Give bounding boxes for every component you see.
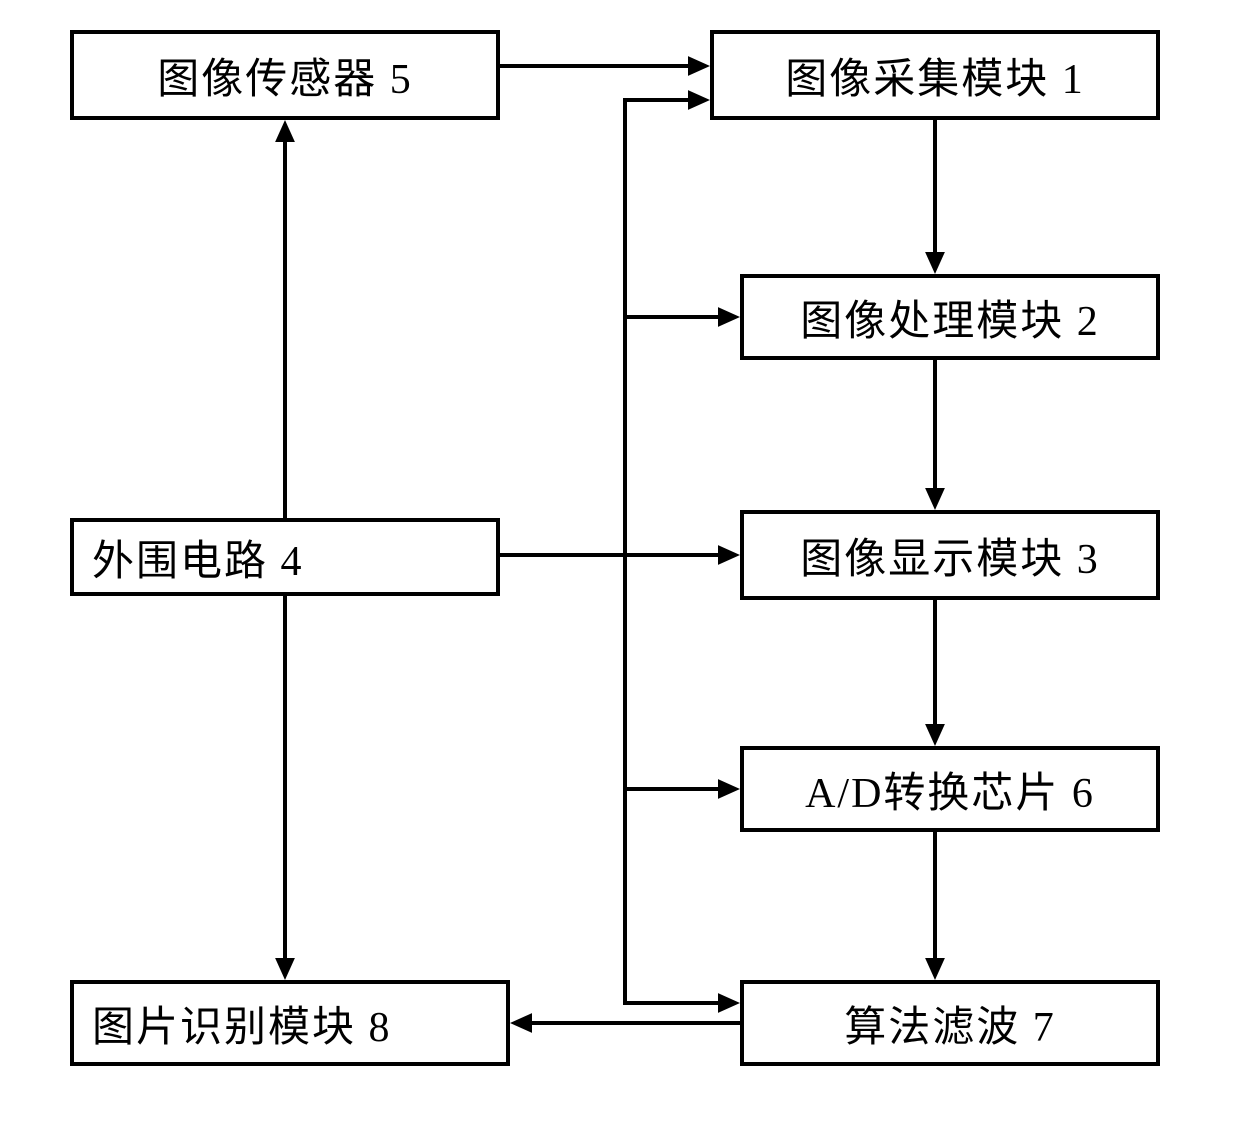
- node-label: 图像显示模块 3: [800, 525, 1100, 586]
- node-filter: 算法滤波 7: [740, 980, 1160, 1066]
- node-label: 外围电路 4: [92, 527, 304, 588]
- node-sensor: 图像传感器 5: [70, 30, 500, 120]
- node-capture: 图像采集模块 1: [710, 30, 1160, 120]
- node-process: 图像处理模块 2: [740, 274, 1160, 360]
- node-label: 图像传感器 5: [157, 45, 413, 106]
- node-label: 算法滤波 7: [844, 993, 1056, 1054]
- node-label: 图像采集模块 1: [785, 45, 1085, 106]
- node-label: 图像处理模块 2: [800, 287, 1100, 348]
- node-label: A/D转换芯片 6: [805, 759, 1095, 820]
- node-peripheral: 外围电路 4: [70, 518, 500, 596]
- node-label: 图片识别模块 8: [92, 993, 392, 1054]
- node-display: 图像显示模块 3: [740, 510, 1160, 600]
- node-adc: A/D转换芯片 6: [740, 746, 1160, 832]
- node-recognize: 图片识别模块 8: [70, 980, 510, 1066]
